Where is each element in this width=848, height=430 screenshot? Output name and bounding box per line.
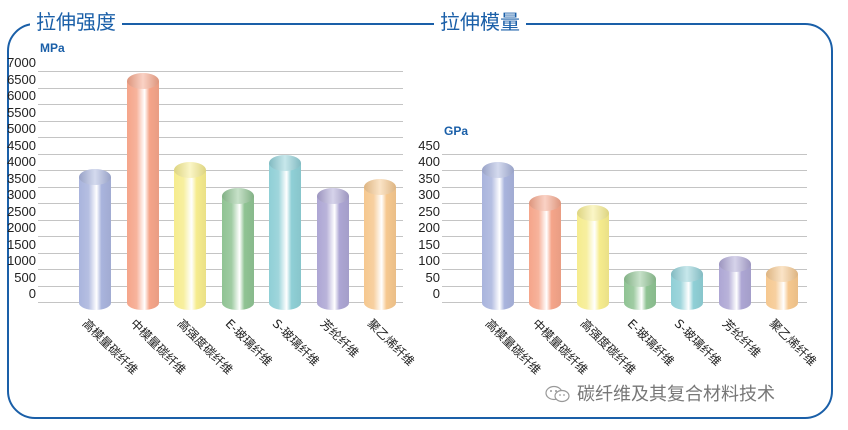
y-tick-label: 7000: [7, 55, 36, 70]
bar-cap: [482, 162, 514, 179]
gridline: [38, 104, 403, 105]
y-tick-label: 300: [418, 187, 440, 203]
y-tick-label: 1000: [7, 253, 36, 268]
bar: [718, 256, 751, 310]
bar: [316, 188, 349, 310]
bar: [126, 72, 159, 310]
y-tick-label: 4500: [7, 137, 36, 153]
gridline: [442, 203, 807, 205]
bar-body: [269, 163, 301, 310]
gridline: [38, 71, 403, 72]
bar-cap: [174, 162, 206, 178]
bar-body: [79, 176, 111, 310]
watermark-text: 碳纤维及其复合材料技术: [577, 384, 775, 405]
bar: [623, 270, 656, 310]
gridline: [38, 186, 403, 188]
bar-cap: [79, 168, 111, 185]
gridline: [38, 269, 403, 270]
y-tick-label: 1500: [7, 236, 36, 252]
gridline: [38, 236, 403, 237]
modulus-unit: GPa: [444, 124, 469, 138]
gridline: [38, 203, 403, 204]
bar-body: [576, 213, 609, 310]
y-tick-label: 4000: [7, 154, 36, 169]
bar-cap: [576, 205, 609, 222]
bar-body: [529, 203, 562, 310]
y-tick-label: 350: [418, 170, 440, 186]
bar: [79, 168, 111, 310]
y-tick-label: 6500: [7, 71, 36, 87]
y-tick-label: 5500: [7, 104, 36, 120]
gridline: [442, 269, 807, 271]
y-tick-label: 0: [432, 286, 440, 301]
bar-body: [364, 186, 396, 310]
bar-cap: [718, 256, 751, 273]
gridline: [38, 219, 403, 221]
strength-unit: MPa: [40, 41, 65, 55]
bar-body: [482, 170, 514, 310]
wechat-icon: [545, 385, 570, 403]
gridline: [38, 302, 403, 303]
bar: [576, 205, 609, 310]
gridline: [38, 153, 403, 155]
bar: [671, 266, 704, 310]
gridline: [442, 219, 807, 221]
y-tick-label: 5000: [7, 121, 36, 136]
chart-frame: [7, 23, 833, 419]
bar-cap: [623, 270, 656, 287]
modulus-title: 拉伸模量: [434, 8, 526, 36]
gridline: [38, 252, 403, 254]
bar: [765, 266, 798, 310]
y-tick-label: 3000: [7, 187, 36, 202]
bar-cap: [765, 266, 798, 283]
y-tick-label: 50: [425, 269, 440, 285]
y-tick-label: 500: [14, 269, 36, 285]
watermark: 碳纤维及其复合材料技术: [545, 380, 775, 406]
y-tick-label: 250: [418, 203, 440, 219]
y-tick-label: 200: [418, 220, 440, 236]
bar: [174, 162, 206, 310]
bar-cap: [221, 188, 254, 205]
bar-body: [126, 80, 159, 310]
gridline: [38, 87, 403, 89]
y-tick-label: 400: [418, 154, 440, 170]
gridline: [38, 120, 403, 122]
bar-body: [174, 170, 206, 310]
gridline: [38, 170, 403, 171]
bar-cap: [529, 195, 562, 212]
gridline: [442, 236, 807, 238]
bar-cap: [364, 178, 396, 195]
bar: [269, 155, 301, 310]
y-tick-label: 2000: [7, 220, 36, 235]
gridline: [442, 186, 807, 188]
y-tick-label: 450: [418, 138, 440, 153]
bar-cap: [671, 266, 704, 283]
bar-cap: [269, 155, 301, 172]
gridline: [442, 170, 807, 172]
bar: [221, 188, 254, 310]
strength-title: 拉伸强度: [30, 8, 122, 36]
y-tick-label: 6000: [7, 88, 36, 103]
y-tick-label: 150: [418, 236, 440, 252]
bar: [482, 162, 514, 310]
bar: [529, 195, 562, 310]
bar-cap: [126, 72, 159, 89]
y-tick-label: 2500: [7, 203, 36, 219]
gridline: [442, 154, 807, 155]
gridline: [38, 285, 403, 287]
bar-body: [221, 196, 254, 310]
bar-cap: [316, 188, 349, 205]
bar-body: [316, 196, 349, 310]
gridline: [38, 137, 403, 138]
y-tick-label: 100: [418, 253, 440, 269]
y-tick-label: 3500: [7, 170, 36, 186]
bar: [364, 178, 396, 310]
gridline: [442, 252, 807, 254]
y-tick-label: 0: [28, 286, 36, 301]
